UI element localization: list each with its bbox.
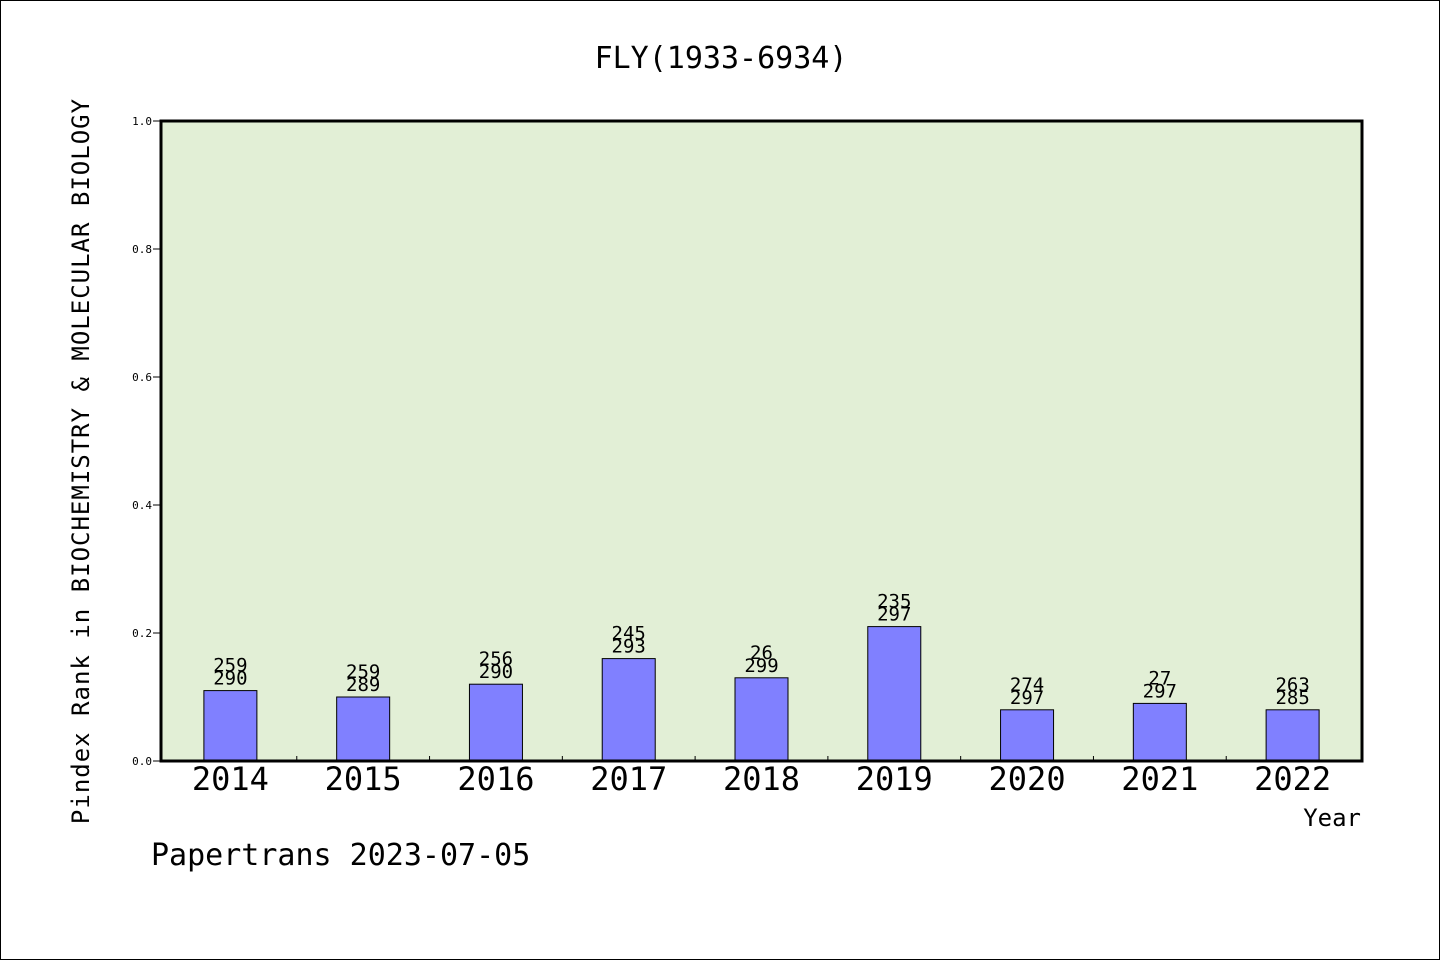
x-axis-label: Year — [1303, 804, 1361, 832]
bar-total-label: 289 — [346, 674, 380, 696]
bar-rank-label: 27 — [1148, 667, 1171, 689]
bar-2018 — [734, 677, 789, 762]
bar-total-label: 285 — [1275, 687, 1309, 709]
y-tick-label: 0.0 — [132, 755, 152, 768]
bar-2020 — [1000, 709, 1055, 762]
y-tick-label: 1.0 — [132, 115, 152, 128]
x-tick-label: 2021 — [1121, 760, 1198, 798]
bar-rank-label: 245 — [612, 623, 646, 645]
axis-ticks: 0.0 0.2 0.4 0.6 0.8 1.0 — [132, 115, 1227, 768]
x-tick-label: 2018 — [723, 760, 800, 798]
x-tick-label: 2020 — [989, 760, 1066, 798]
bar-2022 — [1265, 709, 1320, 762]
plot-area — [161, 121, 1362, 761]
bar-total-label: 297 — [1010, 687, 1044, 709]
bar-rank-label: 235 — [877, 591, 911, 613]
x-tick-label: 2016 — [457, 760, 534, 798]
bar-2021 — [1132, 702, 1187, 762]
bar-rank-label: 274 — [1010, 674, 1044, 696]
bar-total-label: 293 — [612, 636, 646, 658]
bar-total-label: 290 — [479, 661, 513, 683]
bar-rank-label: 259 — [346, 661, 380, 683]
bar-total-label: 299 — [744, 655, 778, 677]
x-tick-label: 2017 — [590, 760, 667, 798]
y-tick-label: 0.2 — [132, 627, 152, 640]
bar-rank-label: 263 — [1275, 674, 1309, 696]
y-tick-label: 0.4 — [132, 499, 152, 512]
x-tick-label: 2019 — [856, 760, 933, 798]
bar-rank-label: 256 — [479, 648, 513, 670]
bar-2016 — [468, 683, 523, 762]
bar-total-label: 290 — [213, 668, 247, 690]
bar-2019 — [867, 626, 922, 762]
chart-title: FLY(1933-6934) — [595, 41, 848, 76]
bar-rank-label: 26 — [750, 642, 773, 664]
bars: 2592902014259289201525629020162452932017… — [192, 591, 1331, 798]
bar-rank-label: 259 — [213, 655, 247, 677]
bar-total-label: 297 — [877, 604, 911, 626]
x-tick-label: 2015 — [325, 760, 402, 798]
plot-border — [159, 119, 1364, 763]
bar-2015 — [336, 696, 391, 762]
y-tick-label: 0.6 — [132, 371, 152, 384]
y-tick-label: 0.8 — [132, 243, 152, 256]
bar-total-label: 297 — [1143, 680, 1177, 702]
bar-2014 — [203, 690, 258, 762]
x-tick-label: 2022 — [1254, 760, 1331, 798]
bar-2017 — [601, 658, 656, 762]
x-tick-label: 2014 — [192, 760, 269, 798]
footer-credit: Papertrans 2023-07-05 — [151, 838, 530, 873]
y-axis-label: Pindex Rank in BIOCHEMISTRY & MOLECULAR … — [67, 98, 95, 824]
